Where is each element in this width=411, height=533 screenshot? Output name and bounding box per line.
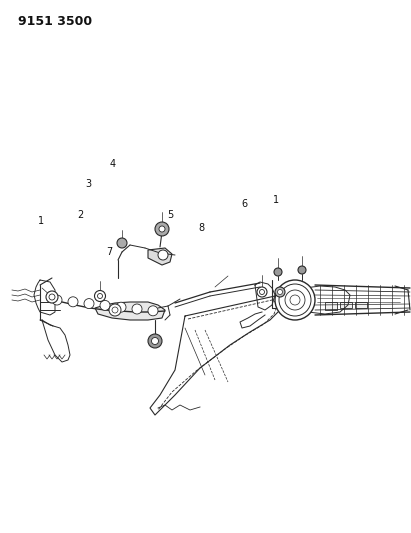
- Circle shape: [109, 304, 121, 316]
- Circle shape: [52, 295, 62, 305]
- Text: 1: 1: [38, 216, 44, 226]
- Circle shape: [158, 250, 168, 260]
- Circle shape: [68, 297, 78, 307]
- Circle shape: [159, 226, 165, 232]
- Circle shape: [285, 290, 305, 310]
- Circle shape: [148, 306, 158, 316]
- Bar: [325, 302, 337, 310]
- Circle shape: [132, 304, 142, 314]
- Circle shape: [290, 295, 300, 305]
- Circle shape: [257, 287, 267, 297]
- Circle shape: [279, 284, 311, 316]
- Circle shape: [117, 238, 127, 248]
- Circle shape: [112, 307, 118, 313]
- Text: 4: 4: [110, 159, 116, 169]
- Text: 2: 2: [77, 210, 83, 220]
- Text: 7: 7: [106, 247, 112, 256]
- Text: 3: 3: [85, 179, 91, 189]
- Circle shape: [116, 302, 126, 312]
- Text: 9151 3500: 9151 3500: [18, 15, 92, 28]
- Polygon shape: [95, 302, 165, 320]
- Circle shape: [277, 289, 282, 295]
- Circle shape: [155, 222, 169, 236]
- Polygon shape: [148, 248, 172, 265]
- Circle shape: [84, 298, 94, 309]
- Circle shape: [49, 294, 55, 300]
- Text: 1: 1: [273, 195, 279, 205]
- Circle shape: [95, 290, 106, 302]
- Bar: [355, 302, 367, 308]
- Circle shape: [152, 337, 159, 344]
- Circle shape: [100, 301, 110, 310]
- Circle shape: [275, 287, 285, 297]
- Circle shape: [259, 289, 265, 295]
- Text: 6: 6: [242, 199, 247, 209]
- Bar: [340, 302, 352, 308]
- Circle shape: [274, 268, 282, 276]
- Circle shape: [298, 266, 306, 274]
- Circle shape: [46, 291, 58, 303]
- Circle shape: [148, 334, 162, 348]
- Circle shape: [275, 280, 315, 320]
- Text: 5: 5: [167, 210, 174, 220]
- Circle shape: [97, 294, 102, 298]
- Text: 8: 8: [199, 223, 204, 233]
